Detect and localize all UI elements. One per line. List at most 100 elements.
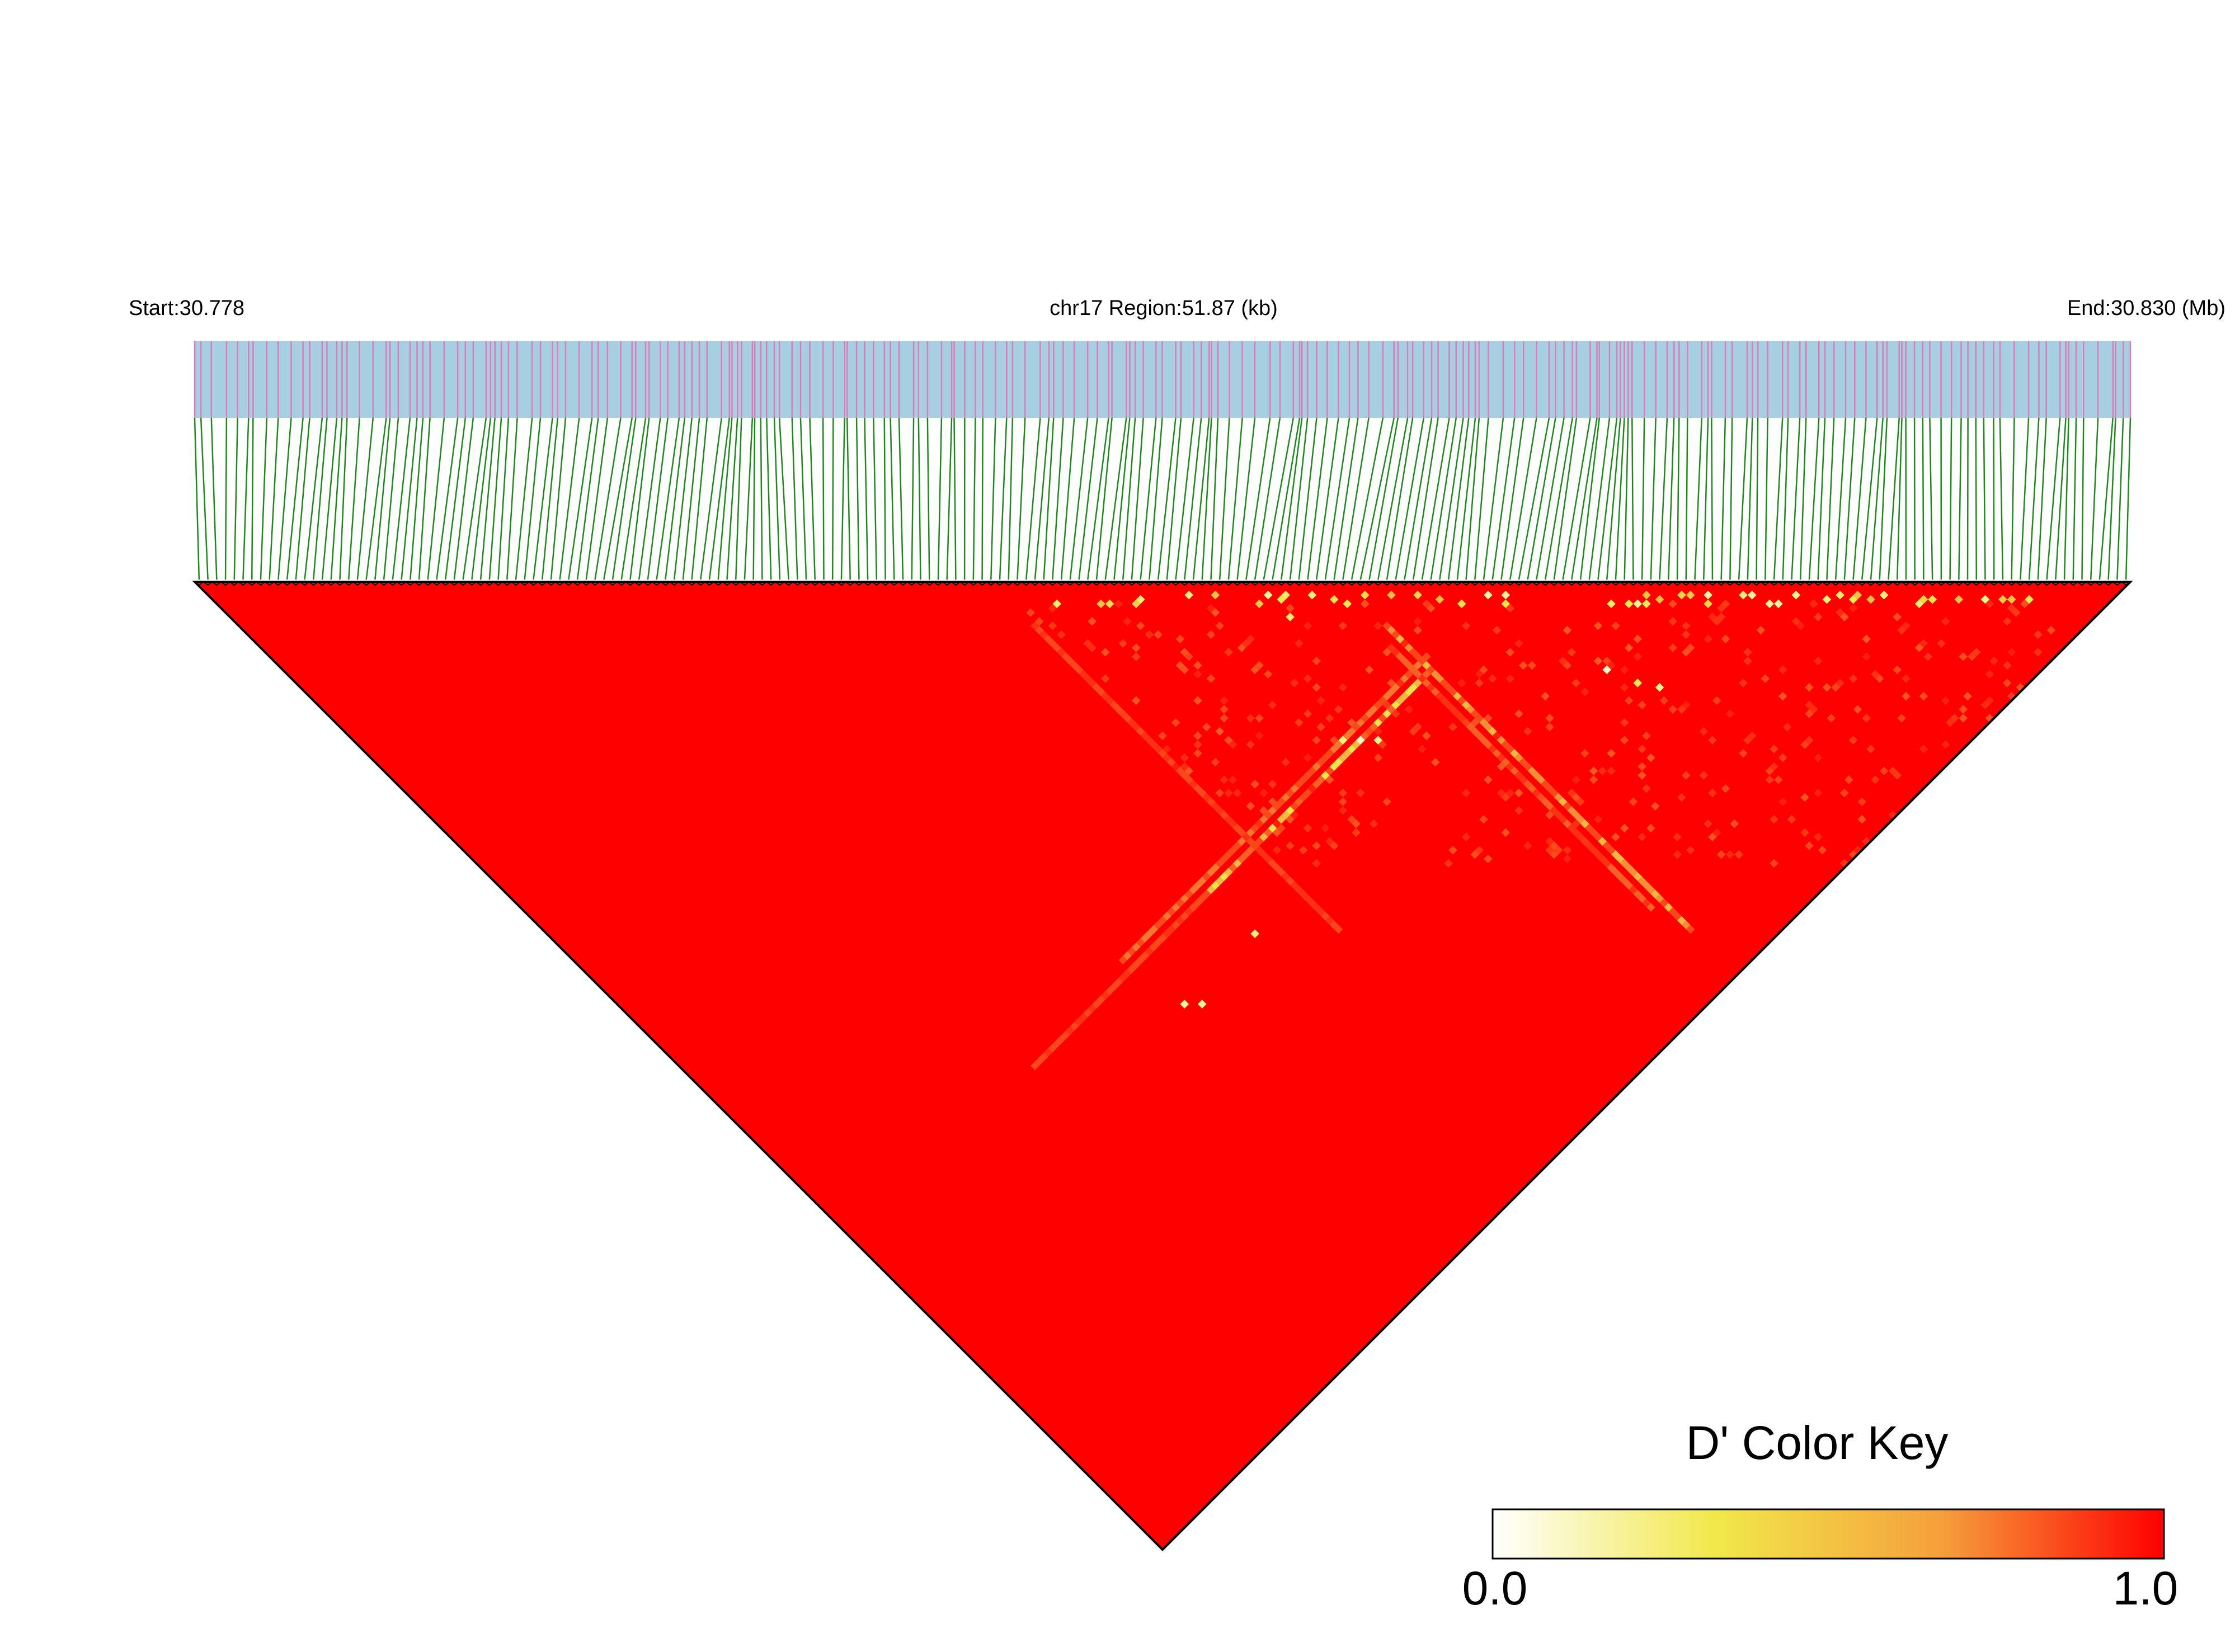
- ld-cell: [1501, 793, 1511, 802]
- triangle-top-edge: [194, 581, 2131, 586]
- ld-cell: [1800, 793, 1809, 802]
- ld-cell: [1725, 850, 1735, 859]
- snp-connector: [1929, 417, 1933, 580]
- ld-cell: [1633, 679, 1643, 688]
- ld-cell: [1105, 696, 1114, 705]
- ld-cell: [1554, 845, 1563, 855]
- ld-cell: [1043, 634, 1053, 644]
- snp-connector: [1544, 417, 1573, 580]
- ld-cell: [1325, 775, 1334, 784]
- ld-cell: [1488, 674, 1497, 683]
- ld-cell: [1514, 771, 1523, 780]
- ld-cell: [1479, 815, 1488, 824]
- ld-cell: [2002, 679, 2012, 688]
- ld-cell: [1584, 823, 1594, 833]
- ld-cell: [1171, 920, 1180, 930]
- snp-connector: [1324, 417, 1351, 580]
- ld-cell: [1686, 845, 1695, 855]
- snp-connector: [1052, 417, 1064, 580]
- ld-cell: [1334, 705, 1343, 714]
- ld-cell: [1558, 815, 1568, 824]
- snp-connector: [1782, 417, 1789, 580]
- ld-cell: [1193, 898, 1202, 907]
- ld-cell: [1294, 639, 1304, 648]
- ld-cell: [2002, 661, 2012, 670]
- ld-cell: [1418, 656, 1427, 666]
- ld-cell: [1576, 797, 1585, 807]
- ld-cell: [1497, 762, 1506, 771]
- ld-cell: [1061, 652, 1070, 661]
- ld-cell: [1809, 599, 1818, 609]
- ld-cell: [1246, 713, 1255, 723]
- ld-cell: [1343, 599, 1352, 609]
- ld-cell: [1704, 599, 1712, 609]
- ld-cell: [2002, 616, 2012, 626]
- snp-connector: [1949, 417, 1952, 580]
- ld-cell: [1893, 665, 1902, 675]
- ld-cell: [1620, 718, 1629, 727]
- snp-connector: [1131, 417, 1144, 580]
- ld-cell: [1259, 850, 1268, 859]
- ld-cell: [1831, 683, 1840, 692]
- snp-connector-lines: [194, 417, 2132, 580]
- snp-connector: [822, 417, 825, 580]
- ld-cell: [1140, 731, 1150, 741]
- ld-cell: [1206, 885, 1216, 895]
- snp-connector: [2037, 417, 2047, 580]
- ld-cell: [1373, 736, 1383, 745]
- ld-cell: [1211, 881, 1220, 890]
- ld-cell: [1770, 859, 1778, 868]
- snp-connector: [1307, 417, 1328, 580]
- snp-connector: [638, 417, 661, 580]
- ld-cell: [1836, 608, 1845, 617]
- ld-cell: [1281, 872, 1291, 881]
- ld-cell: [1681, 647, 1691, 657]
- ld-cell: [1360, 713, 1370, 723]
- ld-cell: [1615, 872, 1625, 881]
- ld-cell: [1704, 819, 1712, 829]
- ld-cell: [1145, 947, 1154, 956]
- ld-cell: [1879, 766, 1889, 775]
- ld-cell: [1286, 876, 1295, 886]
- ld-cell: [1092, 683, 1101, 692]
- ld-cell: [1611, 832, 1620, 841]
- ld-cell: [1360, 599, 1370, 609]
- ld-cell: [1686, 925, 1695, 934]
- ld-cell: [1897, 713, 1906, 723]
- ld-cell: [1272, 845, 1282, 855]
- ld-triangle: [192, 581, 2133, 1551]
- ld-cell: [1959, 652, 1968, 661]
- ld-cell: [1453, 691, 1462, 701]
- ld-cell: [1888, 810, 1898, 820]
- snp-connector: [418, 417, 431, 580]
- ld-cell: [1255, 661, 1264, 670]
- ld-cell: [1404, 670, 1414, 679]
- snp-connector: [1008, 417, 1014, 580]
- ld-cell: [1338, 753, 1348, 763]
- ld-cell: [1166, 925, 1176, 934]
- ld-cell: [1290, 810, 1299, 820]
- ld-cell: [1778, 797, 1787, 807]
- ld-cell: [1391, 683, 1400, 692]
- snp-ticks: [194, 341, 2132, 418]
- ld-cell: [1118, 956, 1128, 965]
- ld-cell: [1479, 718, 1488, 727]
- ld-cell: [1914, 599, 1924, 609]
- ld-cell: [1123, 951, 1132, 961]
- ld-cell: [1523, 779, 1532, 789]
- ld-cell: [1770, 815, 1778, 824]
- ld-cell: [1893, 613, 1902, 622]
- ld-cell: [1461, 621, 1471, 630]
- ld-cell: [1699, 727, 1709, 736]
- ld-cell: [1224, 868, 1233, 877]
- ld-cell: [1545, 802, 1554, 811]
- ld-cell: [1989, 656, 1999, 666]
- ld-cell: [1286, 613, 1295, 622]
- snp-connector: [1104, 417, 1127, 580]
- ld-cell: [1031, 1061, 1039, 1070]
- ld-cell: [1426, 683, 1436, 692]
- ld-cell: [1131, 696, 1141, 705]
- ld-cell: [1945, 718, 1955, 727]
- ld-cell: [1109, 982, 1119, 991]
- ld-cell: [1879, 590, 1889, 600]
